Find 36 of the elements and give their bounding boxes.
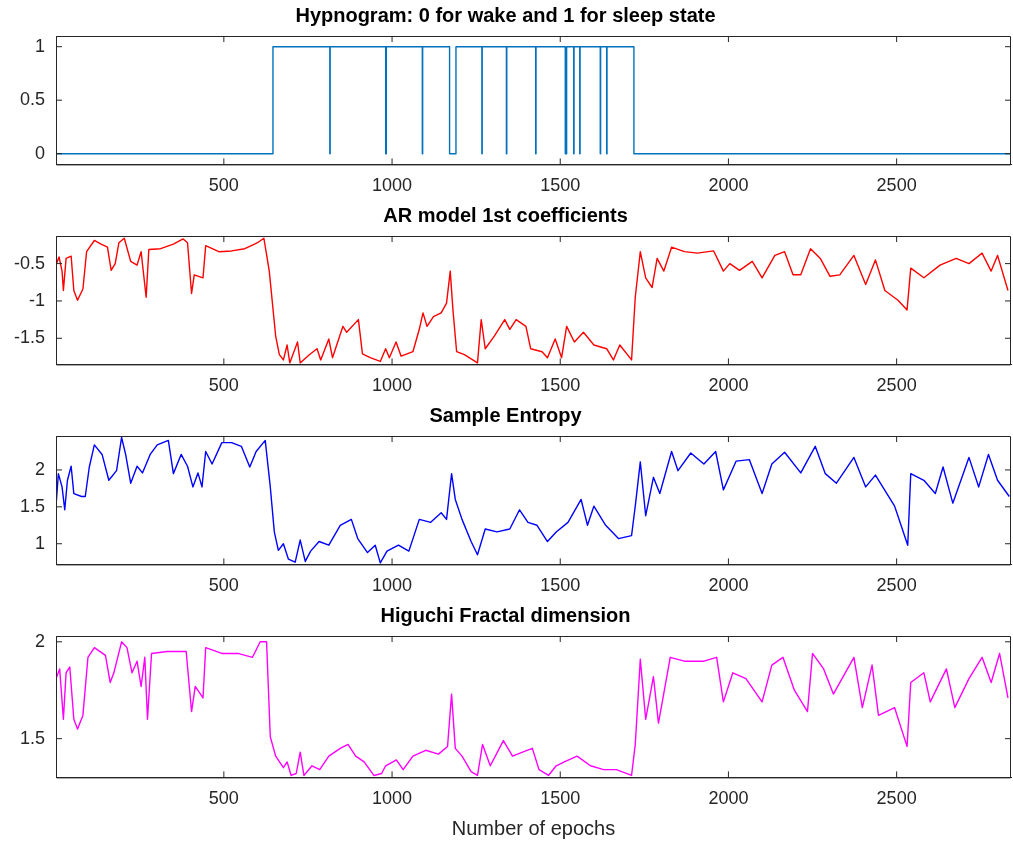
x-tick-label: 2000 — [708, 575, 749, 596]
x-tick-label: 1500 — [540, 175, 581, 196]
x-tick-label: 1500 — [540, 575, 581, 596]
x-tick-label: 2000 — [708, 375, 749, 396]
x-tick-label: 500 — [208, 575, 239, 596]
chart-title: Hypnogram: 0 for wake and 1 for sleep state — [295, 3, 716, 26]
chart-title: Higuchi Fractal dimension — [380, 603, 631, 626]
chart-title: Sample Entropy — [429, 403, 583, 426]
x-tick-label: 2000 — [708, 175, 749, 196]
y-tick-label: 0.5 — [19, 89, 45, 110]
x-tick-label: 2500 — [876, 175, 917, 196]
x-tick-label: 500 — [208, 375, 239, 396]
x-tick-label: 1000 — [372, 575, 413, 596]
x-tick-label: 2000 — [708, 788, 749, 809]
x-tick-label: 1000 — [372, 375, 413, 396]
x-tick-label: 1000 — [372, 175, 413, 196]
y-tick-label: 2 — [34, 630, 45, 651]
y-tick-label: 1.5 — [19, 727, 45, 748]
y-tick-label: -1.5 — [13, 327, 45, 348]
x-axis-title: Number of epochs — [451, 816, 616, 839]
x-tick-label: 2500 — [876, 788, 917, 809]
x-tick-label: 1000 — [372, 788, 413, 809]
y-tick-label: -0.5 — [13, 252, 45, 273]
y-tick-label: 1.5 — [19, 495, 45, 516]
x-tick-label: 500 — [208, 175, 239, 196]
x-tick-label: 500 — [208, 788, 239, 809]
y-tick-label: -1 — [28, 289, 45, 310]
x-tick-label: 2500 — [876, 375, 917, 396]
y-tick-label: 0 — [34, 142, 45, 163]
y-tick-label: 1 — [34, 532, 45, 553]
chart-title: AR model 1st coefficients — [383, 203, 628, 226]
y-tick-label: 2 — [34, 458, 45, 479]
x-tick-label: 2500 — [876, 575, 917, 596]
x-tick-label: 1500 — [540, 788, 581, 809]
y-tick-label: 1 — [34, 35, 45, 56]
x-tick-label: 1500 — [540, 375, 581, 396]
